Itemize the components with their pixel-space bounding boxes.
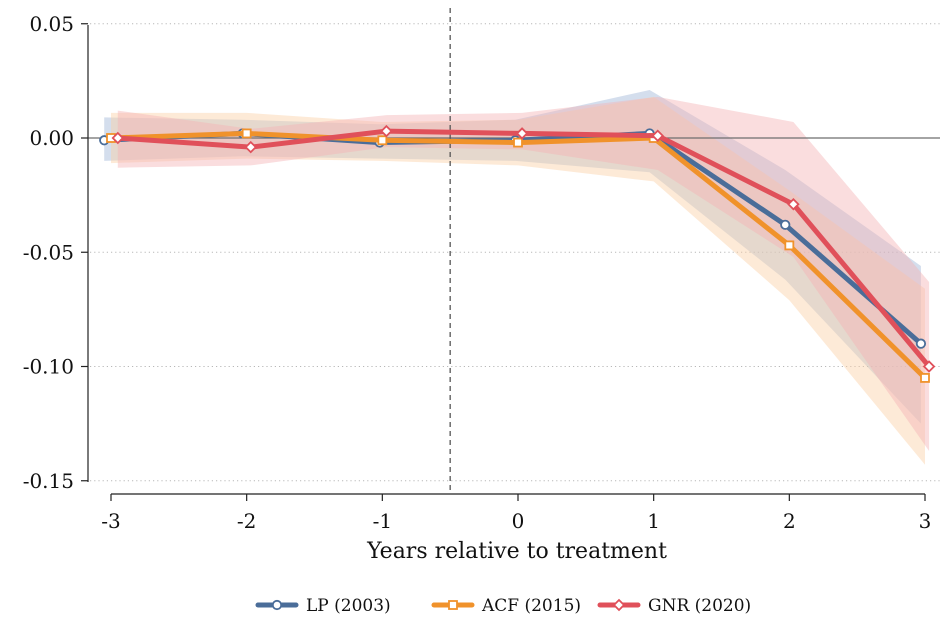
series-0-point-6 <box>915 338 927 349</box>
legend-label-2: GNR (2020) <box>648 596 751 616</box>
legend-marker-2 <box>612 598 626 612</box>
legend-marker-0 <box>271 599 283 611</box>
series-2-point-6 <box>922 360 936 373</box>
x-tick-label-3: 0 <box>512 509 525 533</box>
y-tick-label-4: -0.15 <box>23 469 74 493</box>
x-tick-label-1: -2 <box>237 509 256 533</box>
grid-lines <box>90 23 940 482</box>
legend-label-1: ACF (2015) <box>481 596 581 616</box>
series-1-point-2 <box>377 135 388 146</box>
legend-marker-1 <box>448 600 458 610</box>
x-tick-label-0: -3 <box>101 509 120 533</box>
series-2-point-2 <box>380 124 393 138</box>
legend: LP (2003) ACF (2015) GNR (2020) <box>255 596 751 616</box>
x-tick-label-4: 1 <box>647 509 660 533</box>
x-axis-title: Years relative to treatment <box>366 539 667 564</box>
y-tick-label-2: -0.05 <box>23 240 74 264</box>
x-tick-label-5: 2 <box>783 509 796 533</box>
series-1-point-6 <box>920 373 930 383</box>
series-2-point-4 <box>651 129 665 142</box>
y-tick-label-0: 0.05 <box>29 12 74 36</box>
axes <box>81 23 926 501</box>
y-tick-label-3: -0.10 <box>23 355 74 379</box>
series-1-point-1 <box>241 128 252 139</box>
tick-labels: 0.05 0.00 -0.05 -0.10 -0.15 -3 -2 -1 0 1 2 3 <box>23 12 932 533</box>
series-1-point-5 <box>784 240 795 251</box>
series-2-point-1 <box>244 140 258 154</box>
series-2-point-0 <box>111 131 125 145</box>
series-lines <box>99 124 936 383</box>
series-1-point-3 <box>513 137 523 148</box>
series-2-point-3 <box>515 127 529 140</box>
series-2-point-5 <box>787 197 800 211</box>
y-tick-label-1: 0.00 <box>29 126 74 150</box>
x-tick-label-6: 3 <box>919 509 932 533</box>
series-0-point-5 <box>780 219 791 230</box>
legend-label-0: LP (2003) <box>306 596 391 616</box>
x-tick-label-2: -1 <box>373 509 392 533</box>
ci-band-0 <box>104 90 921 424</box>
